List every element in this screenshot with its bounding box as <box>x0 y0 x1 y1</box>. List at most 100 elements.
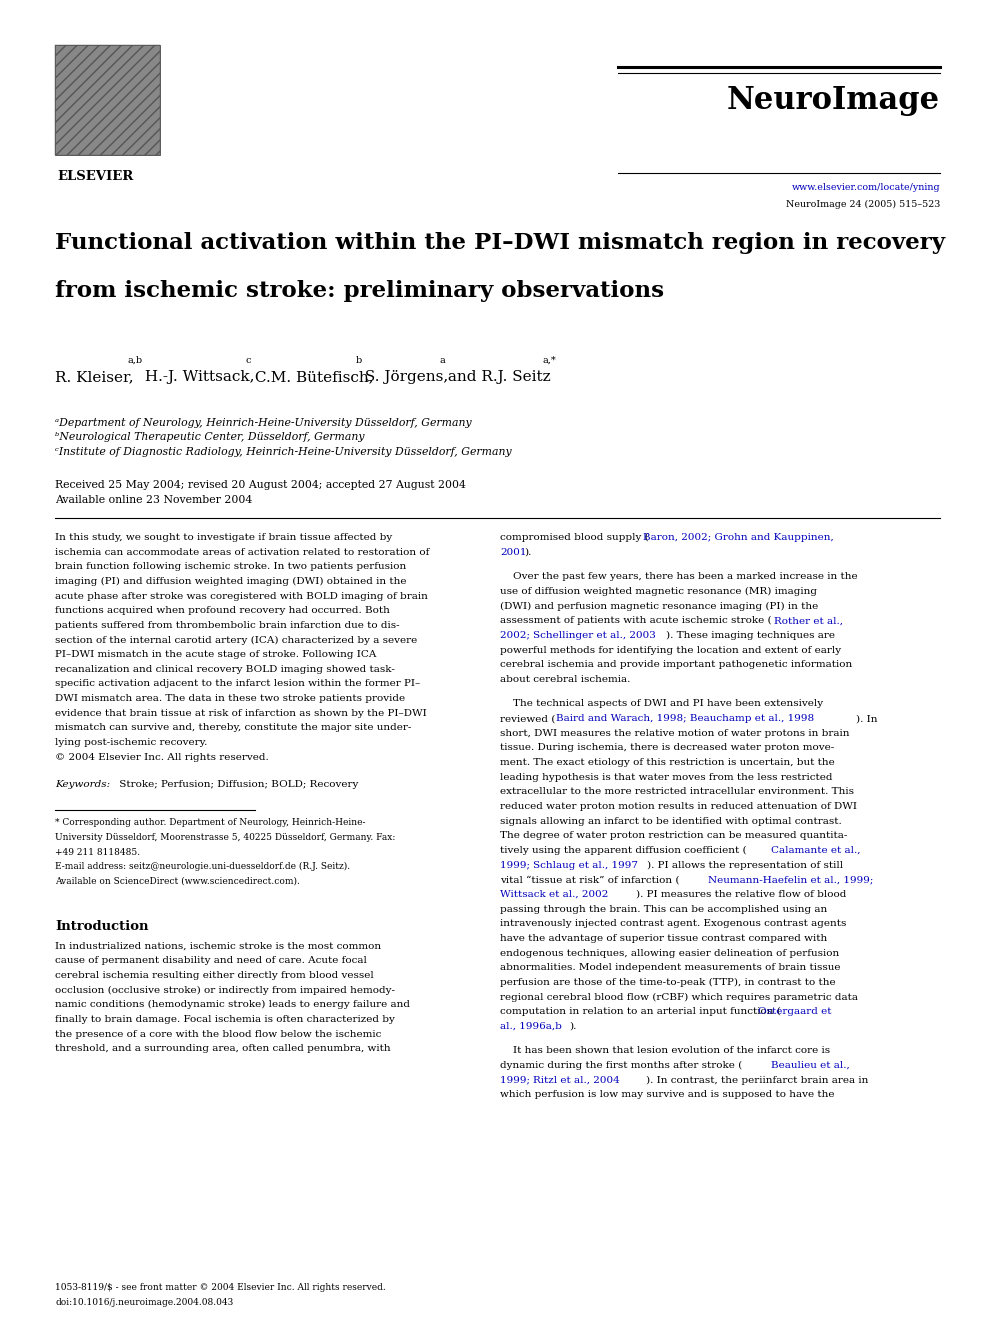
Text: finally to brain damage. Focal ischemia is often characterized by: finally to brain damage. Focal ischemia … <box>55 1015 395 1024</box>
Text: brain function following ischemic stroke. In two patients perfusion: brain function following ischemic stroke… <box>55 562 407 572</box>
Text: Ostergaard et: Ostergaard et <box>758 1007 831 1016</box>
Text: patients suffered from thrombembolic brain infarction due to dis-: patients suffered from thrombembolic bra… <box>55 620 400 630</box>
Text: E-mail address: seitz@neurologie.uni-duesseldorf.de (R.J. Seitz).: E-mail address: seitz@neurologie.uni-due… <box>55 863 350 872</box>
Text: The degree of water proton restriction can be measured quantita-: The degree of water proton restriction c… <box>500 831 847 840</box>
Text: use of diffusion weighted magnetic resonance (MR) imaging: use of diffusion weighted magnetic reson… <box>500 587 817 597</box>
Text: abnormalities. Model independent measurements of brain tissue: abnormalities. Model independent measure… <box>500 963 840 972</box>
Text: b: b <box>355 356 362 365</box>
Text: In industrialized nations, ischemic stroke is the most common: In industrialized nations, ischemic stro… <box>55 942 381 951</box>
Text: Received 25 May 2004; revised 20 August 2004; accepted 27 August 2004: Received 25 May 2004; revised 20 August … <box>55 480 466 490</box>
Text: H.-J. Wittsack,: H.-J. Wittsack, <box>140 370 255 384</box>
Text: +49 211 8118485.: +49 211 8118485. <box>55 848 140 857</box>
Text: NeuroImage 24 (2005) 515–523: NeuroImage 24 (2005) 515–523 <box>786 200 940 209</box>
Text: Keywords:: Keywords: <box>55 781 110 790</box>
Text: reviewed (: reviewed ( <box>500 714 556 724</box>
Text: cause of permanent disability and need of care. Acute focal: cause of permanent disability and need o… <box>55 957 367 966</box>
Text: Stroke; Perfusion; Diffusion; BOLD; Recovery: Stroke; Perfusion; Diffusion; BOLD; Reco… <box>116 781 358 790</box>
Text: passing through the brain. This can be accomplished using an: passing through the brain. This can be a… <box>500 905 827 914</box>
Text: doi:10.1016/j.neuroimage.2004.08.043: doi:10.1016/j.neuroimage.2004.08.043 <box>55 1298 233 1307</box>
Text: recanalization and clinical recovery BOLD imaging showed task-: recanalization and clinical recovery BOL… <box>55 665 395 673</box>
Text: NeuroImage: NeuroImage <box>727 85 940 116</box>
Text: It has been shown that lesion evolution of the infarct core is: It has been shown that lesion evolution … <box>500 1046 830 1056</box>
Text: lying post-ischemic recovery.: lying post-ischemic recovery. <box>55 738 207 747</box>
Text: DWI mismatch area. The data in these two stroke patients provide: DWI mismatch area. The data in these two… <box>55 695 405 703</box>
Text: a,b: a,b <box>128 356 143 365</box>
Text: 2001: 2001 <box>500 548 527 557</box>
Text: * Corresponding author. Department of Neurology, Heinrich-Heine-: * Corresponding author. Department of Ne… <box>55 819 365 827</box>
Text: 1999;: 1999; <box>500 1076 534 1085</box>
Text: Introduction: Introduction <box>55 919 149 933</box>
Text: ).: ). <box>524 548 532 557</box>
Text: University Düsseldorf, Moorenstrasse 5, 40225 Düsseldorf, Germany. Fax:: University Düsseldorf, Moorenstrasse 5, … <box>55 833 396 841</box>
Text: © 2004 Elsevier Inc. All rights reserved.: © 2004 Elsevier Inc. All rights reserved… <box>55 753 269 762</box>
Text: Neumann-Haefelin et al., 1999;: Neumann-Haefelin et al., 1999; <box>708 876 873 884</box>
Text: ELSEVIER: ELSEVIER <box>57 169 133 183</box>
Text: a,*: a,* <box>543 356 556 365</box>
Text: leading hypothesis is that water moves from the less restricted: leading hypothesis is that water moves f… <box>500 773 832 782</box>
Text: which perfusion is low may survive and is supposed to have the: which perfusion is low may survive and i… <box>500 1090 834 1099</box>
Text: ). PI measures the relative flow of blood: ). PI measures the relative flow of bloo… <box>636 890 846 898</box>
Text: ischemia can accommodate areas of activation related to restoration of: ischemia can accommodate areas of activa… <box>55 548 430 557</box>
Text: acute phase after stroke was coregistered with BOLD imaging of brain: acute phase after stroke was coregistere… <box>55 591 428 601</box>
Text: Available on ScienceDirect (www.sciencedirect.com).: Available on ScienceDirect (www.scienced… <box>55 877 300 886</box>
Text: 2002;: 2002; <box>500 631 534 640</box>
Text: ).: ). <box>569 1021 576 1031</box>
Text: mismatch can survive and, thereby, constitute the major site under-: mismatch can survive and, thereby, const… <box>55 724 412 733</box>
Text: endogenous techniques, allowing easier delineation of perfusion: endogenous techniques, allowing easier d… <box>500 949 839 958</box>
Text: ). In: ). In <box>856 714 878 724</box>
Text: occlusion (occlusive stroke) or indirectly from impaired hemody-: occlusion (occlusive stroke) or indirect… <box>55 986 395 995</box>
Text: regional cerebral blood flow (rCBF) which requires parametric data: regional cerebral blood flow (rCBF) whic… <box>500 992 858 1002</box>
Text: PI–DWI mismatch in the acute stage of stroke. Following ICA: PI–DWI mismatch in the acute stage of st… <box>55 650 376 659</box>
Text: S. Jörgens,: S. Jörgens, <box>360 370 448 384</box>
Text: Available online 23 November 2004: Available online 23 November 2004 <box>55 495 252 505</box>
Text: reduced water proton motion results in reduced attenuation of DWI: reduced water proton motion results in r… <box>500 802 857 811</box>
Text: imaging (PI) and diffusion weighted imaging (DWI) obtained in the: imaging (PI) and diffusion weighted imag… <box>55 577 407 586</box>
Text: computation in relation to an arterial input function (: computation in relation to an arterial i… <box>500 1007 781 1016</box>
Text: namic conditions (hemodynamic stroke) leads to energy failure and: namic conditions (hemodynamic stroke) le… <box>55 1000 410 1009</box>
Text: 1053-8119/$ - see front matter © 2004 Elsevier Inc. All rights reserved.: 1053-8119/$ - see front matter © 2004 El… <box>55 1283 386 1293</box>
Text: section of the internal carotid artery (ICA) characterized by a severe: section of the internal carotid artery (… <box>55 635 418 644</box>
Text: Wittsack et al., 2002: Wittsack et al., 2002 <box>500 890 608 898</box>
Text: ment. The exact etiology of this restriction is uncertain, but the: ment. The exact etiology of this restric… <box>500 758 834 767</box>
Text: Functional activation within the PI–DWI mismatch region in recovery: Functional activation within the PI–DWI … <box>55 232 945 254</box>
Text: (DWI) and perfusion magnetic resonance imaging (PI) in the: (DWI) and perfusion magnetic resonance i… <box>500 602 818 611</box>
Text: C.M. Bütefisch,: C.M. Bütefisch, <box>250 370 374 384</box>
Text: signals allowing an infarct to be identified with optimal contrast.: signals allowing an infarct to be identi… <box>500 816 842 826</box>
Text: cerebral ischemia and provide important pathogenetic information: cerebral ischemia and provide important … <box>500 660 852 669</box>
Text: ᵃDepartment of Neurology, Heinrich-Heine-University Düsseldorf, Germany: ᵃDepartment of Neurology, Heinrich-Heine… <box>55 418 471 429</box>
Text: from ischemic stroke: preliminary observations: from ischemic stroke: preliminary observ… <box>55 280 664 302</box>
Text: ). In contrast, the periinfarct brain area in: ). In contrast, the periinfarct brain ar… <box>646 1076 868 1085</box>
Text: vital “tissue at risk” of infarction (: vital “tissue at risk” of infarction ( <box>500 876 680 884</box>
Text: evidence that brain tissue at risk of infarction as shown by the PI–DWI: evidence that brain tissue at risk of in… <box>55 709 427 718</box>
Text: short, DWI measures the relative motion of water protons in brain: short, DWI measures the relative motion … <box>500 729 849 738</box>
Text: Beaulieu et al.,: Beaulieu et al., <box>771 1061 850 1070</box>
Text: intravenously injected contrast agent. Exogenous contrast agents: intravenously injected contrast agent. E… <box>500 919 846 929</box>
Text: The technical aspects of DWI and PI have been extensively: The technical aspects of DWI and PI have… <box>500 700 823 709</box>
Text: In this study, we sought to investigate if brain tissue affected by: In this study, we sought to investigate … <box>55 533 392 542</box>
Text: Baird and Warach, 1998; Beauchamp et al., 1998: Baird and Warach, 1998; Beauchamp et al.… <box>556 714 814 724</box>
Text: a: a <box>439 356 444 365</box>
Text: and R.J. Seitz: and R.J. Seitz <box>443 370 551 384</box>
Text: the presence of a core with the blood flow below the ischemic: the presence of a core with the blood fl… <box>55 1029 381 1039</box>
Text: extracellular to the more restricted intracellular environment. This: extracellular to the more restricted int… <box>500 787 854 796</box>
Text: specific activation adjacent to the infarct lesion within the former PI–: specific activation adjacent to the infa… <box>55 680 421 688</box>
Text: Schlaug et al., 1997: Schlaug et al., 1997 <box>533 861 638 869</box>
Text: ). These imaging techniques are: ). These imaging techniques are <box>666 631 835 640</box>
Text: ᶜInstitute of Diagnostic Radiology, Heinrich-Heine-University Düsseldorf, German: ᶜInstitute of Diagnostic Radiology, Hein… <box>55 447 512 456</box>
Bar <box>55 45 160 155</box>
Text: tissue. During ischemia, there is decreased water proton move-: tissue. During ischemia, there is decrea… <box>500 744 834 753</box>
Bar <box>55 45 160 155</box>
Text: powerful methods for identifying the location and extent of early: powerful methods for identifying the loc… <box>500 646 841 655</box>
Text: Baron, 2002; Grohn and Kauppinen,: Baron, 2002; Grohn and Kauppinen, <box>643 533 833 542</box>
Text: Over the past few years, there has been a marked increase in the: Over the past few years, there has been … <box>500 573 858 581</box>
Text: c: c <box>246 356 251 365</box>
Text: assessment of patients with acute ischemic stroke (: assessment of patients with acute ischem… <box>500 617 772 626</box>
Text: R. Kleiser,: R. Kleiser, <box>55 370 134 384</box>
Text: functions acquired when profound recovery had occurred. Both: functions acquired when profound recover… <box>55 606 390 615</box>
Text: Schellinger et al., 2003: Schellinger et al., 2003 <box>533 631 656 640</box>
Text: ). PI allows the representation of still: ). PI allows the representation of still <box>647 861 843 869</box>
Text: Rother et al.,: Rother et al., <box>774 617 843 626</box>
Text: al., 1996a,b: al., 1996a,b <box>500 1021 561 1031</box>
Text: 1999;: 1999; <box>500 861 534 869</box>
Text: dynamic during the first months after stroke (: dynamic during the first months after st… <box>500 1061 742 1070</box>
